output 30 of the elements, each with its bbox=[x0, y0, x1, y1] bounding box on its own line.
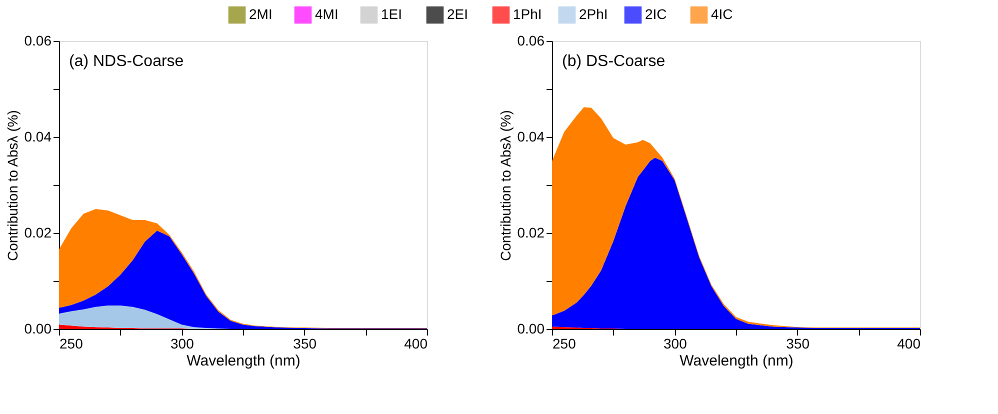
x-tick-label: 300 bbox=[170, 336, 194, 352]
x-tick-label: 400 bbox=[897, 336, 921, 352]
x-tick-label: 350 bbox=[786, 336, 810, 352]
legend-label: 2EI bbox=[447, 6, 468, 22]
x-axis-title: Wavelength (nm) bbox=[680, 352, 794, 370]
y-tick-label: 0.00 bbox=[24, 320, 52, 336]
x-axis-title: Wavelength (nm) bbox=[186, 352, 300, 370]
x-tick-label: 250 bbox=[60, 336, 84, 352]
legend-label: 2MI bbox=[249, 6, 272, 22]
legend-label: 4IC bbox=[711, 6, 733, 22]
annotation: (b) DS-Coarse bbox=[562, 53, 666, 70]
y-axis-title: Contribution to Absλ (%) bbox=[4, 110, 20, 261]
y-tick-label: 0.06 bbox=[24, 32, 52, 48]
annotation: (a) NDS-Coarse bbox=[69, 53, 184, 70]
x-tick-label: 300 bbox=[663, 336, 688, 352]
y-tick-label: 0.04 bbox=[517, 128, 545, 144]
x-tick-label: 350 bbox=[293, 336, 317, 352]
y-tick-label: 0.02 bbox=[517, 224, 545, 240]
legend-label: 1EI bbox=[381, 6, 402, 22]
x-tick-label: 400 bbox=[404, 336, 428, 352]
y-tick-label: 0.06 bbox=[517, 32, 545, 48]
y-tick-label: 0.00 bbox=[517, 320, 545, 336]
y-axis-title: Contribution to Absλ (%) bbox=[497, 110, 514, 261]
legend-label: 2IC bbox=[645, 6, 667, 22]
x-tick-label: 250 bbox=[552, 336, 576, 352]
legend-label: 1PhI bbox=[513, 6, 542, 22]
legend-label: 4MI bbox=[315, 6, 338, 22]
y-tick-label: 0.04 bbox=[24, 128, 52, 144]
y-tick-label: 0.02 bbox=[24, 224, 52, 240]
legend-label: 2PhI bbox=[579, 6, 608, 22]
